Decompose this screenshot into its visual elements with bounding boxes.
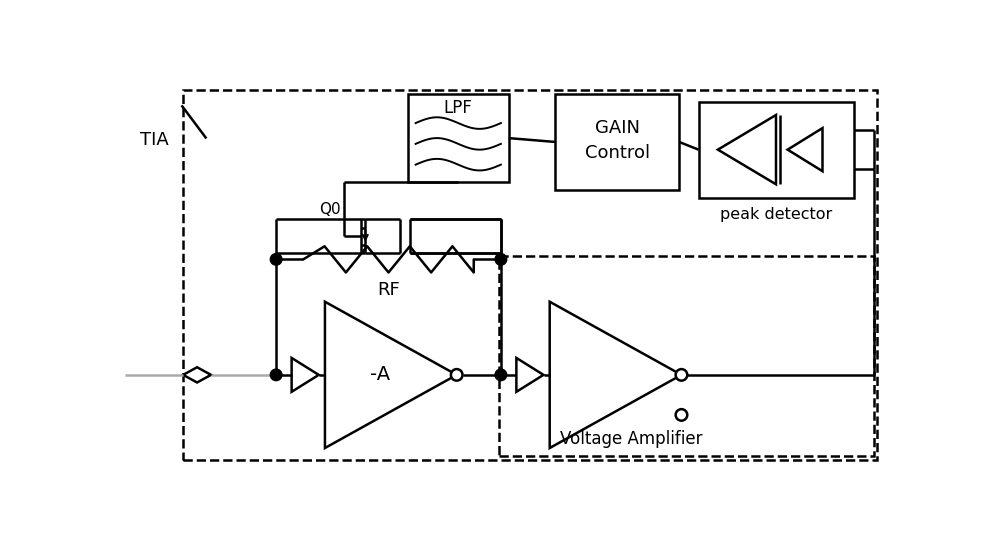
Polygon shape bbox=[516, 358, 544, 392]
Text: Voltage Amplifier: Voltage Amplifier bbox=[560, 430, 702, 448]
Text: Control: Control bbox=[585, 145, 650, 162]
Bar bbox=[183, 90, 877, 459]
Bar bbox=[499, 256, 874, 456]
Polygon shape bbox=[292, 358, 319, 392]
Text: peak detector: peak detector bbox=[720, 207, 832, 222]
Text: LPF: LPF bbox=[444, 99, 473, 117]
Bar bbox=[555, 94, 679, 190]
Circle shape bbox=[270, 253, 282, 265]
Circle shape bbox=[270, 369, 282, 381]
Circle shape bbox=[676, 409, 687, 421]
Circle shape bbox=[495, 253, 507, 265]
Text: TIA: TIA bbox=[140, 131, 169, 149]
Polygon shape bbox=[788, 128, 822, 171]
Bar bbox=[698, 102, 854, 198]
Polygon shape bbox=[183, 367, 211, 383]
Text: RF: RF bbox=[377, 281, 400, 299]
Circle shape bbox=[451, 369, 463, 381]
Circle shape bbox=[676, 369, 687, 381]
Bar bbox=[408, 94, 509, 182]
Circle shape bbox=[495, 369, 507, 381]
Polygon shape bbox=[718, 115, 776, 185]
Text: GAIN: GAIN bbox=[595, 119, 640, 137]
Polygon shape bbox=[325, 302, 457, 448]
Text: Q0: Q0 bbox=[320, 202, 341, 217]
Polygon shape bbox=[550, 302, 681, 448]
Text: -A: -A bbox=[370, 365, 390, 384]
